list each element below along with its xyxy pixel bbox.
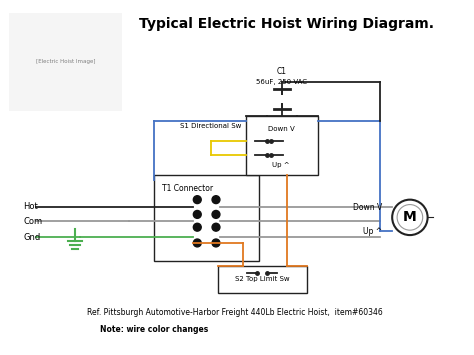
Circle shape [193,211,201,218]
Text: Down V: Down V [267,126,294,132]
Circle shape [212,196,220,203]
Bar [9,13,122,111]
Circle shape [193,223,201,231]
Circle shape [212,239,220,247]
Text: C1: C1 [277,67,287,76]
Text: [Electric Hoist Image]: [Electric Hoist Image] [36,59,95,64]
Circle shape [212,211,220,218]
Text: M: M [403,211,417,224]
Text: Hot: Hot [23,202,38,211]
Text: Note: wire color changes: Note: wire color changes [100,325,208,334]
Circle shape [193,239,201,247]
Bar [218,266,307,293]
Circle shape [193,196,201,203]
Text: T1 Connector: T1 Connector [162,184,213,193]
Circle shape [392,200,428,235]
Text: Com: Com [23,217,42,226]
Circle shape [397,204,423,230]
Text: S2 Top Limit Sw: S2 Top Limit Sw [235,277,290,282]
Text: S1 Directional Sw: S1 Directional Sw [180,123,242,129]
Circle shape [212,223,220,231]
Text: Ref. Pittsburgh Automotive-Harbor Freight 440Lb Electric Hoist,  item#60346: Ref. Pittsburgh Automotive-Harbor Freigh… [87,308,383,317]
Text: Down V: Down V [353,203,383,212]
Text: 56uF, 250 VAC: 56uF, 250 VAC [256,78,308,84]
Bar [246,116,319,175]
Text: Up ^: Up ^ [363,226,383,236]
Text: Gnd: Gnd [23,233,40,241]
Text: Up ^: Up ^ [272,162,290,168]
Text: Typical Electric Hoist Wiring Diagram.: Typical Electric Hoist Wiring Diagram. [139,17,434,32]
Bar [154,175,259,261]
